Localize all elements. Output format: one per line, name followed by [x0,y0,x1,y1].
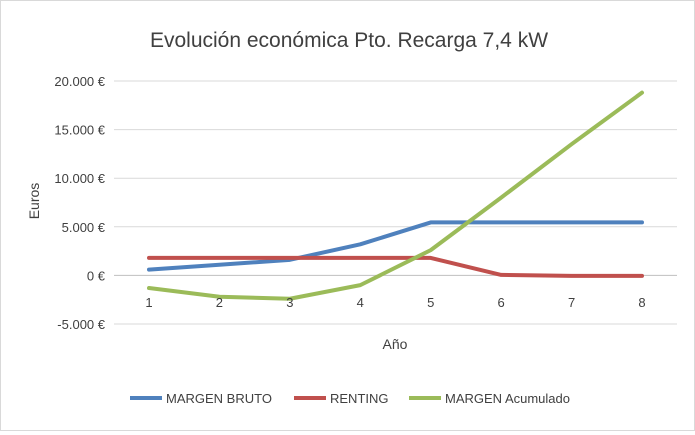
y-tick-labels: -5.000 € 0 € 5.000 € 10.000 € 15.000 € 20.000… [54,74,105,332]
series-line [147,255,644,278]
x-tick-label: 2 [216,295,223,310]
y-tick-label: -5.000 € [57,317,105,332]
y-tick-label: 0 € [87,268,106,283]
x-tick-label: 3 [286,295,293,310]
x-tick-label: 8 [638,295,645,310]
legend: MARGEN BRUTO RENTING MARGEN Acumulado [130,391,570,406]
x-axis-label: Año [383,336,408,352]
y-tick-label: 10.000 € [54,171,105,186]
legend-label: MARGEN Acumulado [445,391,570,406]
x-tick-labels: 1 2 3 4 5 6 7 8 [145,295,645,310]
series-line [147,90,644,301]
chart-title: Evolución económica Pto. Recarga 7,4 kW [150,29,548,52]
legend-item: MARGEN BRUTO [130,391,272,406]
legend-item: MARGEN Acumulado [409,391,570,406]
y-tick-label: 15.000 € [54,123,105,138]
legend-label: MARGEN BRUTO [166,391,272,406]
x-tick-label: 4 [357,295,364,310]
legend-label: RENTING [330,391,389,406]
x-tick-label: 6 [498,295,505,310]
x-tick-label: 7 [568,295,575,310]
x-tick-label: 5 [427,295,434,310]
gridlines [114,80,677,325]
series-lines [147,90,644,301]
legend-item: RENTING [294,391,389,406]
x-tick-label: 1 [145,295,152,310]
y-axis-label: Euros [26,183,42,220]
y-tick-label: 20.000 € [54,74,105,89]
y-tick-label: 5.000 € [62,220,106,235]
series-line [147,220,644,272]
